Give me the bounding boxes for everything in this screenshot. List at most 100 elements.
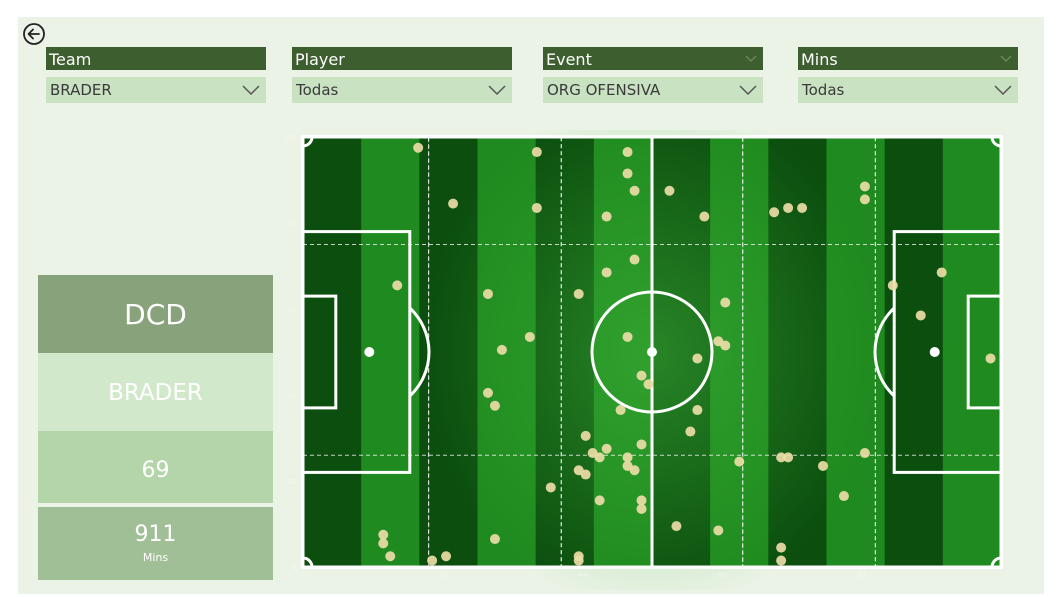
left-penalty-spot xyxy=(364,347,375,357)
event-point xyxy=(636,370,647,381)
event-point xyxy=(776,452,787,463)
minutes-value: 911 xyxy=(134,522,177,547)
event-point xyxy=(838,491,849,502)
player-select[interactable]: Todas xyxy=(292,77,512,103)
event-point xyxy=(601,443,612,454)
x-tick-label: 20 xyxy=(438,571,447,579)
minutes-card: 911 Mins xyxy=(38,507,273,580)
event-point xyxy=(531,147,542,158)
event-point xyxy=(769,207,780,218)
event-point xyxy=(629,185,640,196)
chevron-down-icon xyxy=(745,55,757,62)
event-point xyxy=(378,538,389,549)
event-count: 69 xyxy=(141,458,170,483)
mins-select[interactable]: Todas xyxy=(798,77,1018,103)
team-name: BRADER xyxy=(108,380,203,406)
event-point xyxy=(601,211,612,222)
left-penalty-arc xyxy=(408,306,431,398)
event-point xyxy=(524,331,535,342)
event-point xyxy=(859,448,870,459)
event-point xyxy=(797,202,808,213)
event-point xyxy=(720,340,731,351)
player-filter: Player Todas xyxy=(292,47,512,103)
event-point xyxy=(783,202,794,213)
right-penalty-spot xyxy=(929,347,940,357)
event-point xyxy=(489,400,500,411)
event-point xyxy=(622,331,633,342)
event-point xyxy=(636,495,647,506)
minutes-unit: Mins xyxy=(142,551,169,564)
right-goal-area xyxy=(966,294,1003,410)
corner-arc xyxy=(302,136,314,148)
event-point xyxy=(615,405,626,416)
event-point xyxy=(580,469,591,480)
y-tick-label: 60 xyxy=(288,306,297,314)
y-tick-label: 0 xyxy=(293,564,297,572)
event-point xyxy=(496,344,507,355)
y-tick-label: 80 xyxy=(288,220,297,228)
team-filter: Team BRADER xyxy=(46,47,266,103)
center-circle xyxy=(590,290,714,414)
event-point xyxy=(378,529,389,540)
event-point xyxy=(783,452,794,463)
event-point xyxy=(636,439,647,450)
event-point xyxy=(385,551,396,562)
mins-filter: Mins Todas xyxy=(798,47,1018,103)
event-point xyxy=(629,254,640,265)
event-point xyxy=(594,452,605,463)
event-point xyxy=(545,482,556,493)
pitch-svg: 0 20 40 60 80 0 20 40 60 80 100 xyxy=(284,94,1003,597)
x-tick-label: 40 xyxy=(578,571,587,579)
event-point xyxy=(594,495,605,506)
event-point xyxy=(664,185,675,196)
event-point xyxy=(622,147,633,158)
event-point xyxy=(489,534,500,545)
event-point xyxy=(427,555,438,566)
chevron-down-icon xyxy=(488,85,506,96)
x-tick-label: 80 xyxy=(857,571,866,579)
event-point xyxy=(776,542,787,553)
filter-label: Mins xyxy=(798,47,1018,70)
event-point xyxy=(622,168,633,179)
position-code: DCD xyxy=(124,298,187,331)
position-code-card: DCD xyxy=(38,275,273,353)
event-count-card: 69 xyxy=(38,431,273,503)
event-point xyxy=(915,310,926,321)
event-point xyxy=(936,267,947,278)
event-point xyxy=(601,267,612,278)
event-select[interactable]: ORG OFENSIVA xyxy=(543,77,763,103)
corner-arc xyxy=(302,556,314,568)
event-map-chart: 0 20 40 60 80 0 20 40 60 80 100 xyxy=(280,94,1010,597)
x-tick-label: 60 xyxy=(717,571,726,579)
team-card: BRADER xyxy=(38,353,273,431)
event-point xyxy=(776,555,787,566)
event-point xyxy=(859,194,870,205)
back-arrow-icon[interactable] xyxy=(22,22,46,46)
event-point xyxy=(699,211,710,222)
event-point xyxy=(573,555,584,566)
y-tick-label: 20 xyxy=(288,478,297,486)
event-point xyxy=(734,456,745,467)
pitch-stripe xyxy=(942,137,1002,567)
event-point xyxy=(720,297,731,308)
event-point xyxy=(629,465,640,476)
y-tick-label: 40 xyxy=(288,392,297,400)
y-tick-label: 100 xyxy=(284,134,297,142)
event-point xyxy=(482,387,493,398)
chevron-down-icon xyxy=(994,85,1012,96)
event-point xyxy=(887,280,898,291)
event-point xyxy=(392,280,403,291)
event-point xyxy=(985,353,996,364)
event-point xyxy=(441,551,452,562)
event-point xyxy=(636,503,647,514)
event-point xyxy=(580,430,591,441)
event-point xyxy=(671,521,682,532)
event-point xyxy=(643,379,654,390)
corner-arc xyxy=(990,136,1002,148)
team-select[interactable]: BRADER xyxy=(46,77,266,103)
event-filter: Event ORG OFENSIVA xyxy=(543,47,763,103)
event-point xyxy=(818,460,829,471)
event-point xyxy=(413,142,424,153)
event-point xyxy=(685,426,696,437)
filter-label: Event xyxy=(543,47,763,70)
